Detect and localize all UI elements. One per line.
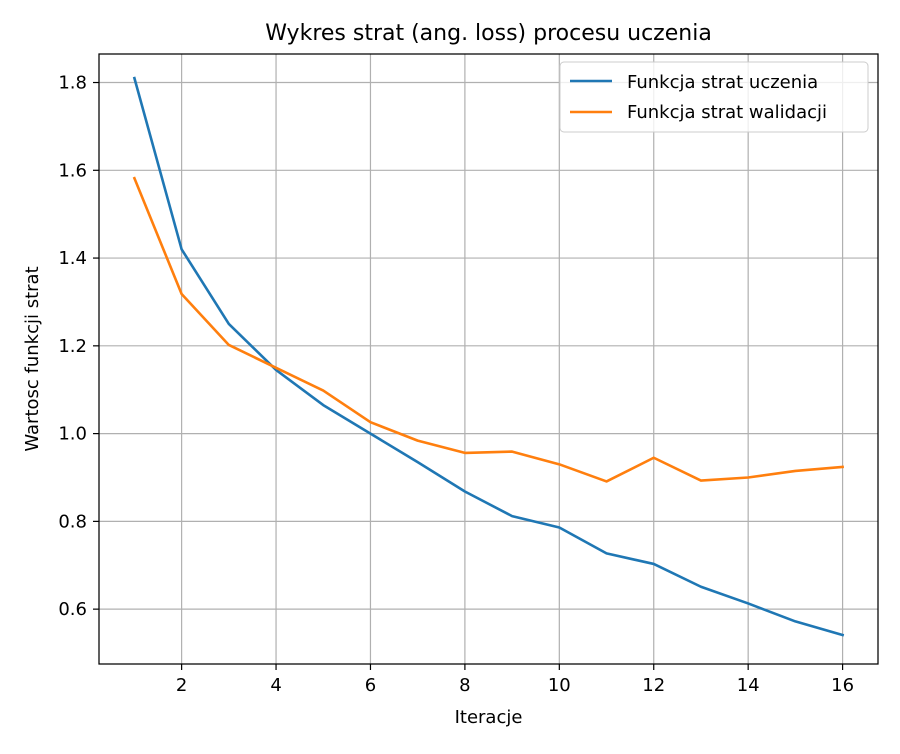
x-tick-label: 14: [737, 675, 760, 696]
series-lines: [132, 76, 845, 637]
x-tick-label: 6: [365, 675, 376, 696]
x-tick-label: 2: [176, 675, 187, 696]
y-tick-label: 1.0: [58, 424, 87, 445]
legend: Funkcja strat uczenia Funkcja strat wali…: [559, 61, 869, 133]
x-tick-label: 4: [270, 675, 281, 696]
y-tick-label: 1.4: [58, 248, 87, 269]
x-tick-label: 12: [642, 675, 665, 696]
chart-title: Wykres strat (ang. loss) procesu uczenia: [265, 21, 712, 46]
y-tick-label: 1.8: [58, 73, 87, 94]
x-tick-label: 16: [831, 675, 854, 696]
y-axis-label: Wartosc funkcji strat: [22, 266, 43, 451]
x-tick-label: 8: [459, 675, 470, 696]
y-tick-label: 0.8: [58, 511, 87, 532]
x-tick-label: 10: [548, 675, 571, 696]
x-axis-label: Iteracje: [455, 707, 523, 728]
legend-label-validation: Funkcja strat walidacji: [627, 102, 827, 123]
legend-box: [559, 61, 869, 133]
series-line-training-loss: [132, 76, 845, 637]
y-tick-label: 1.6: [58, 160, 87, 181]
plot-frame: [98, 53, 879, 665]
legend-label-training: Funkcja strat uczenia: [627, 72, 818, 93]
axis-ticks: 2 4 6 8 10 12 14 16 0.6 0.8 1.0 1.2 1.4 1.6 1.8: [58, 73, 854, 696]
series-line-validation-loss: [132, 176, 844, 483]
y-tick-label: 0.6: [58, 599, 87, 620]
grid: [99, 54, 878, 664]
y-tick-label: 1.2: [58, 336, 87, 357]
